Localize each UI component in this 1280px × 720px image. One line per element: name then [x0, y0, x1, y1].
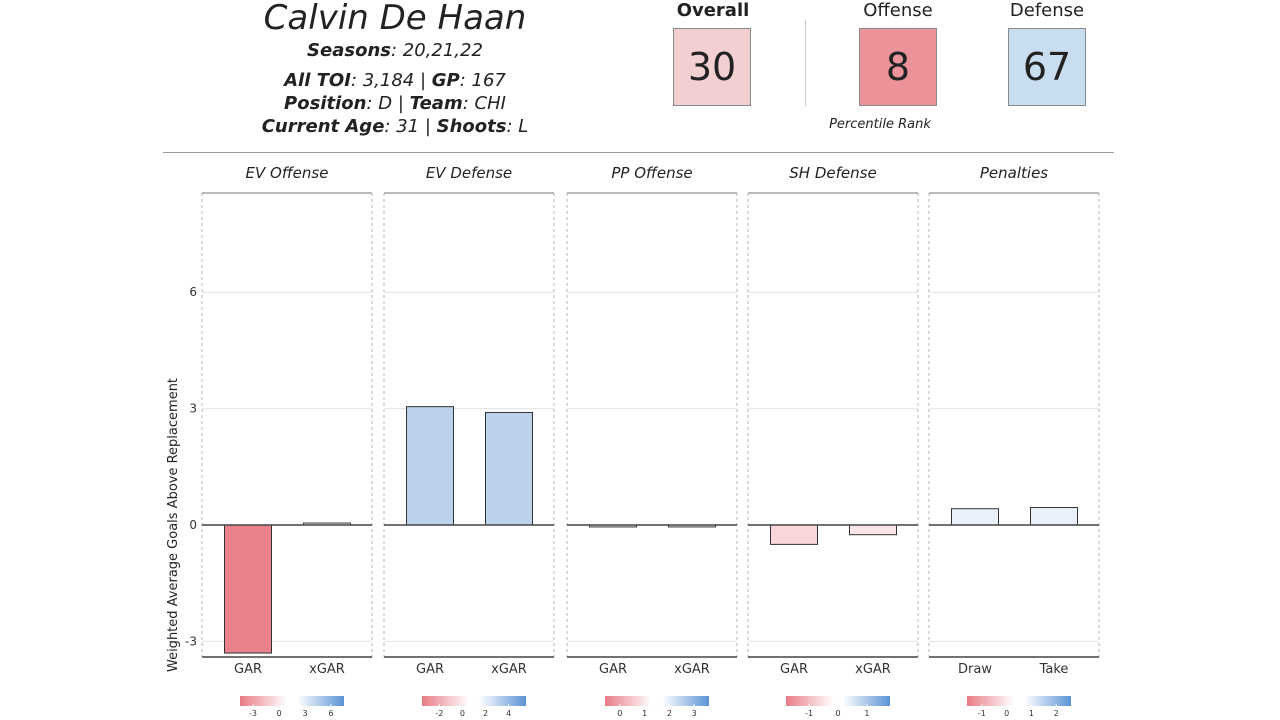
- legend-tick-label: -3: [249, 709, 257, 718]
- panel-title: EV Defense: [426, 164, 512, 182]
- overall-label: Overall: [676, 0, 750, 21]
- ratings-divider: [805, 20, 806, 106]
- percentile-rank-label: Percentile Rank: [829, 117, 931, 132]
- offense-score-box: 8: [859, 28, 937, 106]
- offense-label: Offense: [863, 0, 933, 21]
- legend-tick-label: -1: [805, 709, 813, 718]
- legend-tick-label: 0: [835, 709, 840, 718]
- x-tick-label: Take: [1039, 662, 1069, 677]
- x-tick-label: GAR: [234, 662, 262, 677]
- color-legend-bar: [605, 696, 709, 706]
- legend-tick-label: 0: [617, 709, 622, 718]
- y-tick-label: 0: [189, 518, 197, 532]
- legend-tick-label: 2: [483, 709, 488, 718]
- x-tick-label: GAR: [780, 662, 808, 677]
- age-value: 31: [396, 116, 420, 137]
- player-header: Calvin De Haan Seasons: 20,21,22 All TOI…: [0, 0, 1280, 150]
- toi-label: All TOI: [284, 70, 351, 91]
- legend-tick-label: 3: [692, 709, 697, 718]
- legend-tick-label: -2: [435, 709, 443, 718]
- legend-tick-label: -1: [978, 709, 986, 718]
- position-value: D: [378, 93, 393, 114]
- defense-label: Defense: [1009, 0, 1085, 21]
- x-tick-label: xGAR: [309, 662, 345, 677]
- bar: [224, 524, 272, 654]
- legend-tick-label: 0: [1004, 709, 1009, 718]
- toi-value: 3,184: [362, 70, 415, 91]
- panel-title: EV Offense: [246, 164, 329, 182]
- position-label: Position: [284, 93, 367, 114]
- y-tick-label: 3: [189, 402, 197, 416]
- color-legend-bar: [967, 696, 1071, 706]
- team-value: CHI: [474, 93, 506, 114]
- color-legend-bar: [240, 696, 344, 706]
- bar: [770, 524, 818, 545]
- x-tick-label: GAR: [599, 662, 627, 677]
- y-axis-label: Weighted Average Goals Above Replacement: [166, 378, 181, 672]
- shoots-label: Shoots: [436, 116, 507, 137]
- bar: [485, 411, 533, 526]
- legend-tick-label: 0: [276, 709, 281, 718]
- toi-gp-line: All TOI: 3,184 | GP: 167: [284, 70, 506, 91]
- legend-tick-label: 4: [506, 709, 511, 718]
- seasons-label: Seasons: [307, 40, 391, 61]
- x-tick-label: GAR: [416, 662, 444, 677]
- seasons-line: Seasons: 20,21,22: [307, 40, 483, 61]
- age-label: Current Age: [261, 116, 385, 137]
- player-name: Calvin De Haan: [263, 0, 527, 38]
- shoots-value: L: [518, 116, 529, 137]
- overall-score-box: 30: [673, 28, 751, 106]
- gp-label: GP: [431, 70, 460, 91]
- legend-tick-label: 1: [642, 709, 647, 718]
- y-tick-label: 6: [189, 285, 197, 299]
- legend-tick-label: 1: [1029, 709, 1034, 718]
- age-shoots-line: Current Age: 31 | Shoots: L: [261, 116, 529, 137]
- bar: [406, 406, 454, 526]
- panel-title: PP Offense: [611, 164, 692, 182]
- y-tick-label: -3: [185, 634, 197, 648]
- position-team-line: Position: D | Team: CHI: [284, 93, 506, 114]
- defense-score-box: 67: [1008, 28, 1086, 106]
- bar: [1030, 507, 1078, 526]
- color-legend-bar: [786, 696, 890, 706]
- gp-value: 167: [471, 70, 506, 91]
- color-legend-bar: [422, 696, 526, 706]
- bar: [951, 508, 999, 526]
- legend-tick-label: 1: [864, 709, 869, 718]
- chart-panels: -3 0 3 6 EV Offense GAR xGAR -3 0 3 6 EV Defense GAR…: [185, 164, 1100, 718]
- legend-tick-label: 3: [302, 709, 307, 718]
- legend-tick-label: 0: [460, 709, 465, 718]
- gar-bar-chart: Weighted Average Goals Above Replacement…: [166, 164, 1100, 718]
- x-tick-label: xGAR: [674, 662, 710, 677]
- x-tick-label: xGAR: [855, 662, 891, 677]
- panel-title: SH Defense: [789, 164, 876, 182]
- legend-tick-label: 6: [328, 709, 333, 718]
- panel-title: Penalties: [980, 164, 1048, 182]
- bar: [849, 524, 897, 536]
- header-divider: [163, 152, 1114, 153]
- team-label: Team: [409, 93, 463, 114]
- legend-tick-label: 2: [1054, 709, 1059, 718]
- x-tick-label: Draw: [958, 662, 992, 677]
- legend-tick-label: 2: [667, 709, 672, 718]
- x-tick-label: xGAR: [491, 662, 527, 677]
- seasons-value: 20,21,22: [402, 40, 483, 61]
